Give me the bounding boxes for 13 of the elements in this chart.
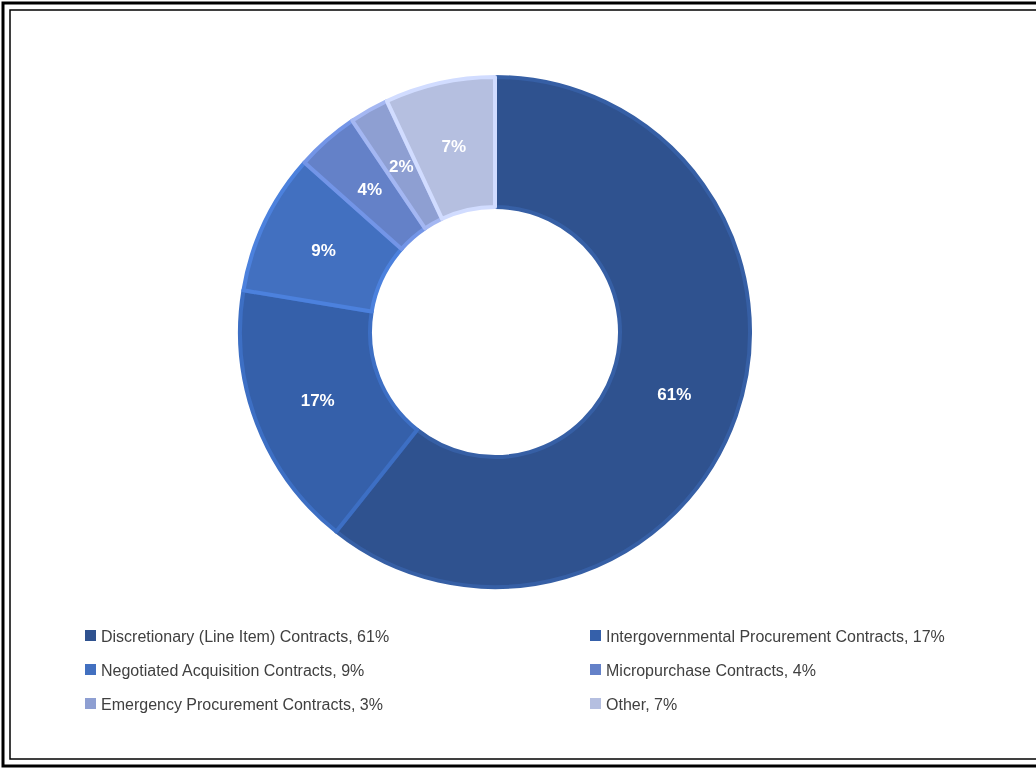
data-label: 9% bbox=[311, 240, 336, 260]
donut-slice bbox=[384, 75, 497, 221]
legend-label: Micropurchase Contracts, 4% bbox=[606, 661, 816, 679]
data-label: 7% bbox=[441, 137, 467, 157]
data-label: 2% bbox=[389, 157, 414, 177]
data-label: 4% bbox=[357, 179, 383, 199]
legend-label: Discretionary (Line Item) Contracts, 61% bbox=[101, 627, 390, 645]
legend-label: Emergency Procurement Contracts, 3% bbox=[101, 695, 383, 713]
legend-label: Intergovernmental Procurement Contracts, 17% bbox=[606, 627, 945, 645]
legend-label: Negotiated Acquisition Contracts, 9% bbox=[101, 661, 365, 679]
data-label: 61% bbox=[657, 385, 692, 405]
data-label: 17% bbox=[300, 390, 335, 410]
legend-label: Other, 7% bbox=[606, 695, 678, 713]
